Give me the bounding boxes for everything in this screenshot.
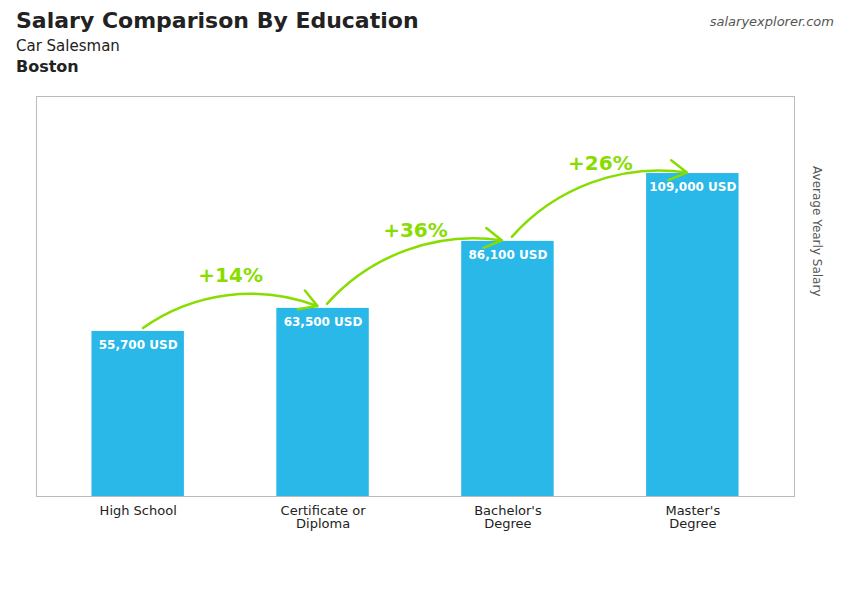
svg-text:+26%: +26% [568,151,633,175]
svg-text:Average Yearly Salary: Average Yearly Salary [810,166,824,296]
svg-text:+14%: +14% [198,263,263,287]
html-text:salaryexplorer.com: salaryexplorer.com [709,14,834,29]
html-text:Boston: Boston [16,57,79,76]
svg-text:High School: High School [100,503,177,518]
svg-text:55,700 USD: 55,700 USD [99,338,178,352]
html-text:Salary Comparison By Education: Salary Comparison By Education [16,8,419,33]
svg-text:+36%: +36% [383,218,448,242]
svg-text:86,100 USD: 86,100 USD [469,248,548,262]
svg-text:109,000 USD: 109,000 USD [649,180,736,194]
svg-text:Certificate orDiploma: Certificate orDiploma [281,503,367,531]
svg-text:63,500 USD: 63,500 USD [284,315,363,329]
svg-text:Bachelor'sDegree: Bachelor'sDegree [474,503,542,531]
html-text:Car Salesman: Car Salesman [16,37,120,55]
svg-text:Master'sDegree: Master'sDegree [665,503,720,531]
